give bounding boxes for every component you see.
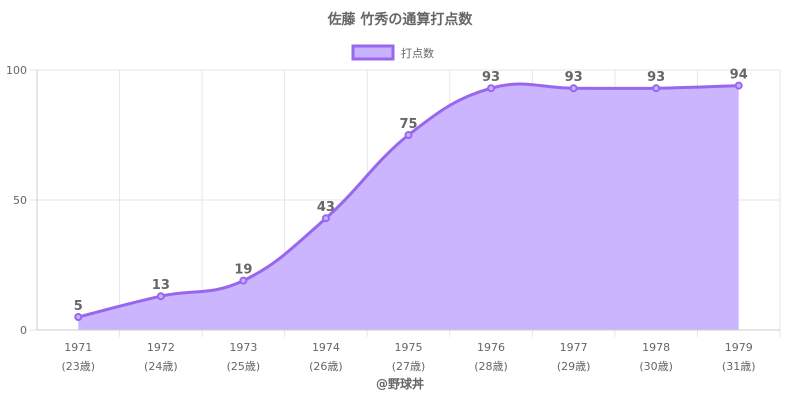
data-labels: 5 13 19 43 75 93 93 93 94: [74, 68, 748, 314]
x-age-label: (23歳): [61, 360, 95, 373]
data-point[interactable]: [156, 292, 165, 301]
data-label: 94: [730, 68, 748, 83]
x-tick-label: 1977: [560, 341, 588, 354]
x-age-label: (30歳): [639, 360, 673, 373]
data-label: 19: [234, 263, 252, 278]
data-point[interactable]: [734, 81, 743, 90]
data-label: 93: [565, 70, 583, 85]
legend-swatch: [351, 44, 395, 61]
data-point[interactable]: [652, 84, 661, 93]
x-tick-label: 1975: [395, 341, 423, 354]
credit-text: @野球丼: [376, 376, 424, 391]
x-tick-label: 1976: [477, 341, 505, 354]
legend[interactable]: 打点数: [351, 44, 434, 61]
x-age-label: (25歳): [227, 360, 261, 373]
x-tick-label: 1978: [642, 341, 670, 354]
y-tick-label: 100: [6, 64, 27, 77]
legend-label: 打点数: [401, 46, 434, 60]
y-tick-label: 0: [20, 324, 27, 337]
data-point[interactable]: [74, 313, 83, 321]
data-label: 43: [317, 200, 335, 215]
axes: 0 50 100 1971 (23歳) 1972 (24歳) 1973 (25歳) 1974 (26…: [6, 64, 780, 373]
data-label: 93: [647, 70, 665, 85]
x-tick-label: 1971: [64, 341, 92, 354]
x-age-label: (29歳): [557, 360, 591, 373]
data-label: 93: [482, 70, 500, 85]
data-label: 75: [399, 117, 417, 132]
x-age-label: (27歳): [392, 360, 426, 373]
x-age-label: (24歳): [144, 360, 178, 373]
data-point[interactable]: [569, 84, 578, 93]
data-point[interactable]: [404, 131, 413, 139]
chart-title: 佐藤 竹秀の通算打点数: [327, 11, 474, 28]
x-tick-label: 1972: [147, 341, 175, 354]
y-tick-label: 50: [13, 194, 27, 207]
data-point[interactable]: [321, 214, 330, 223]
series-area: [78, 84, 739, 330]
x-age-label: (28歳): [474, 360, 508, 373]
data-points: [74, 81, 743, 321]
data-point[interactable]: [239, 276, 248, 285]
x-tick-label: 1974: [312, 341, 340, 354]
x-age-label: (26歳): [309, 360, 343, 373]
x-tick-label: 1979: [725, 341, 753, 354]
data-label: 13: [152, 278, 170, 293]
data-label: 5: [74, 299, 83, 314]
data-point[interactable]: [487, 84, 496, 93]
x-age-label: (31歳): [722, 360, 756, 373]
x-tick-label: 1973: [229, 341, 257, 354]
